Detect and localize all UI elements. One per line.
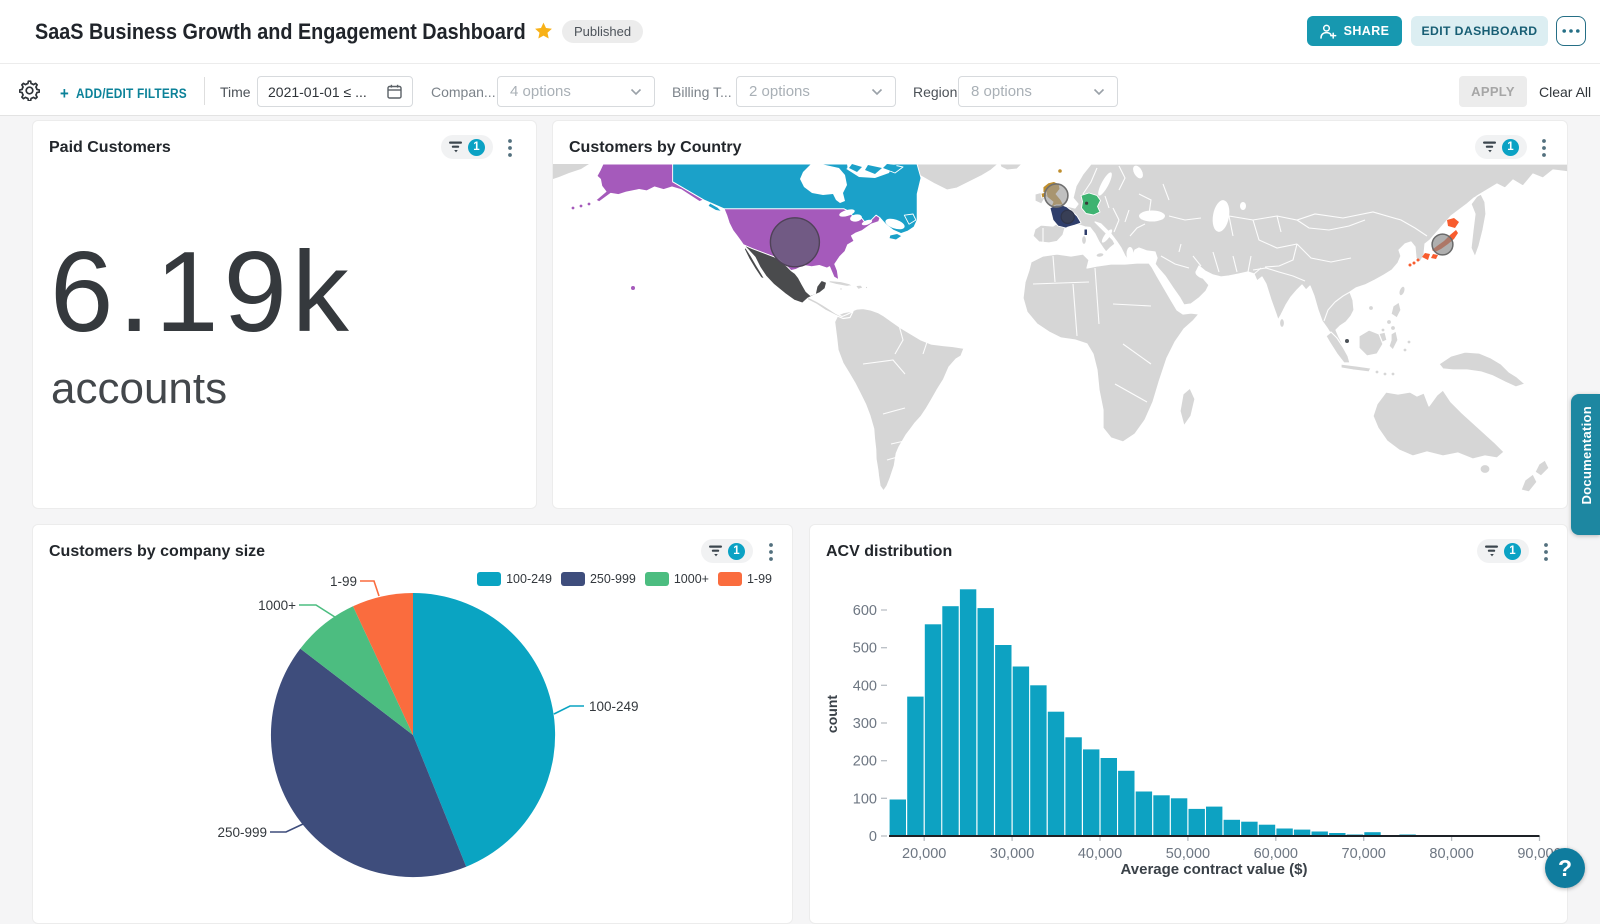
svg-text:40,000: 40,000 xyxy=(1078,846,1122,862)
svg-text:400: 400 xyxy=(853,678,877,694)
svg-text:1-99: 1-99 xyxy=(330,574,357,589)
svg-text:20,000: 20,000 xyxy=(902,846,946,862)
svg-text:70,000: 70,000 xyxy=(1342,846,1386,862)
svg-text:Average contract value ($): Average contract value ($) xyxy=(1120,861,1307,878)
svg-text:500: 500 xyxy=(853,641,877,657)
svg-text:60,000: 60,000 xyxy=(1254,846,1298,862)
svg-text:1000+: 1000+ xyxy=(258,598,296,613)
svg-text:30,000: 30,000 xyxy=(990,846,1034,862)
svg-text:count: count xyxy=(824,695,840,733)
svg-text:80,000: 80,000 xyxy=(1429,846,1473,862)
svg-text:50,000: 50,000 xyxy=(1166,846,1210,862)
svg-text:300: 300 xyxy=(853,716,877,732)
svg-text:0: 0 xyxy=(869,829,877,845)
svg-text:600: 600 xyxy=(853,603,877,619)
svg-text:250-999: 250-999 xyxy=(217,825,267,840)
svg-text:100-249: 100-249 xyxy=(589,699,639,714)
svg-text:100: 100 xyxy=(853,791,877,807)
svg-text:200: 200 xyxy=(853,754,877,770)
